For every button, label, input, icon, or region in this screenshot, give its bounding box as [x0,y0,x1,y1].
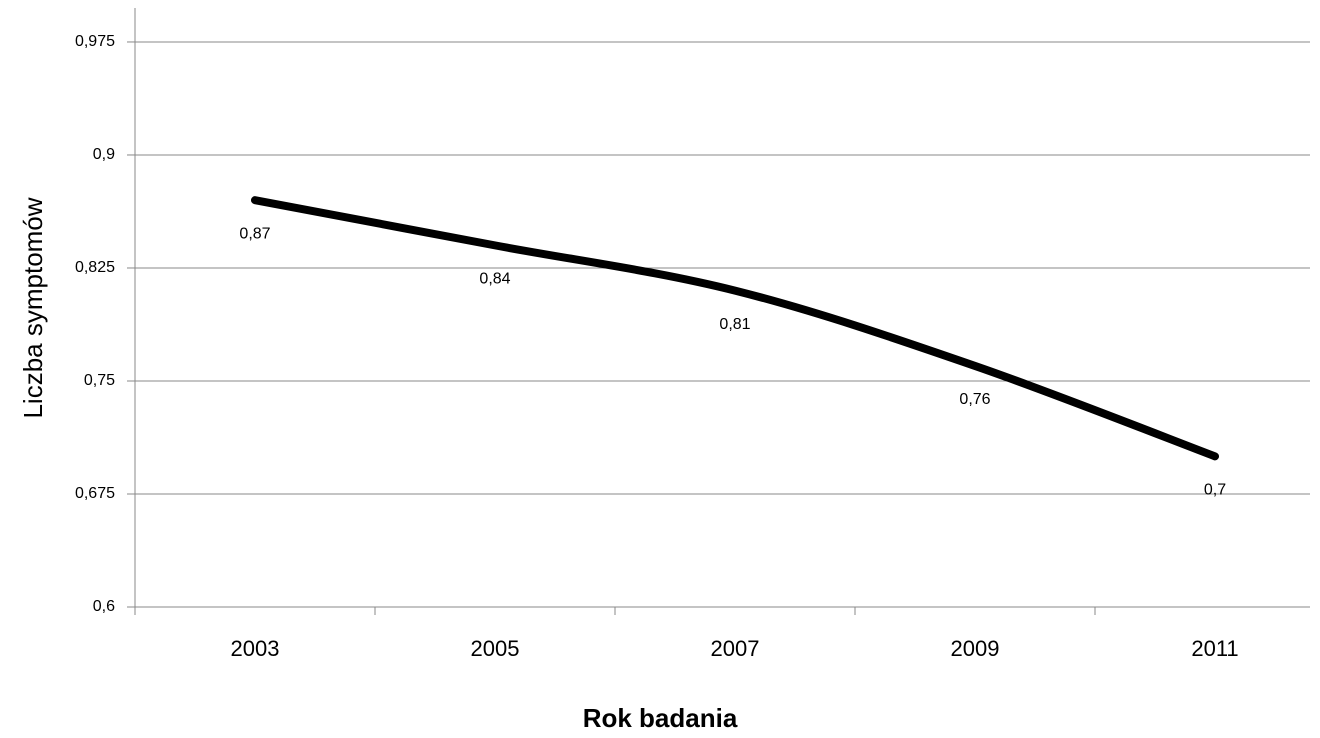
y-tick-label: 0,9 [93,146,115,163]
y-tick-label: 0,75 [84,372,115,389]
y-axis-title: Liczba symptomów [18,197,48,418]
data-label: 0,7 [1204,482,1226,499]
data-label: 0,84 [479,271,510,288]
data-label: 0,87 [239,225,270,242]
y-tick-label: 0,975 [75,33,115,50]
x-tick-label: 2005 [471,636,520,661]
y-tick-label: 0,6 [93,598,115,615]
data-label: 0,81 [719,316,750,333]
x-tick-label: 2003 [231,636,280,661]
y-tick-label: 0,825 [75,259,115,276]
x-tick-label: 2011 [1191,636,1238,661]
data-label: 0,76 [959,391,990,408]
x-tick-label: 2009 [951,636,1000,661]
y-tick-label: 0,675 [75,485,115,502]
data-line [251,196,1219,461]
x-tick-label: 2007 [711,636,760,661]
x-axis-title: Rok badania [583,703,738,733]
